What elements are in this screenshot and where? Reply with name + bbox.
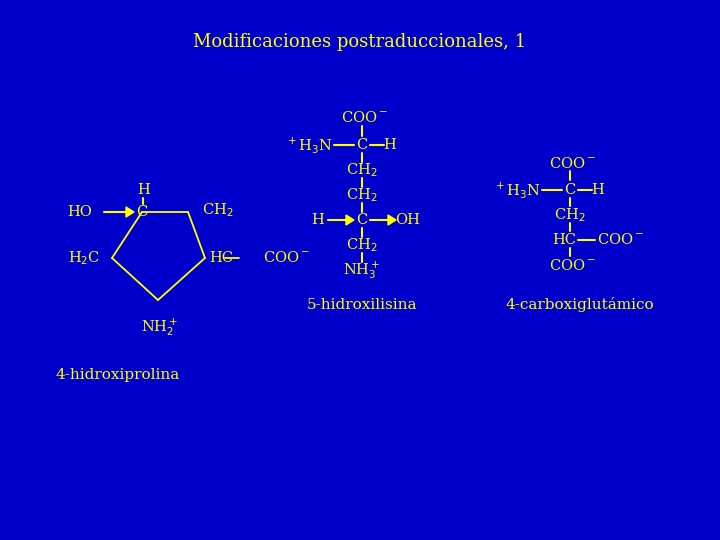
Text: $^+$H$_3$N: $^+$H$_3$N: [285, 135, 332, 155]
Text: C: C: [356, 213, 368, 227]
Text: OH: OH: [395, 213, 420, 227]
Text: COO$^-$: COO$^-$: [597, 233, 644, 247]
Text: CH$_2$: CH$_2$: [202, 201, 233, 219]
Text: CH$_2$: CH$_2$: [346, 236, 378, 254]
Text: Modificaciones postraduccionales, 1: Modificaciones postraduccionales, 1: [194, 33, 526, 51]
Text: H: H: [138, 183, 150, 197]
Text: C: C: [356, 138, 368, 152]
Text: C: C: [136, 205, 148, 219]
Text: 5-hidroxilisina: 5-hidroxilisina: [307, 298, 418, 312]
Text: COO$^-$: COO$^-$: [263, 249, 310, 265]
Text: HC: HC: [552, 233, 576, 247]
Text: 4-carboxiglutámico: 4-carboxiglutámico: [505, 298, 654, 313]
Text: NH$_2^+$: NH$_2^+$: [141, 316, 179, 338]
Text: HO: HO: [67, 205, 92, 219]
Text: CH$_2$: CH$_2$: [346, 186, 378, 204]
Text: CH$_2$: CH$_2$: [554, 206, 586, 224]
Text: CH$_2$: CH$_2$: [346, 161, 378, 179]
Text: COO$^-$: COO$^-$: [341, 111, 387, 125]
Text: H: H: [592, 183, 604, 197]
Text: COO$^-$: COO$^-$: [549, 156, 595, 171]
Text: H: H: [312, 213, 325, 227]
Text: 4-hidroxiprolina: 4-hidroxiprolina: [56, 368, 180, 382]
Polygon shape: [126, 207, 134, 217]
Text: $^+$H$_3$N: $^+$H$_3$N: [492, 180, 540, 200]
Text: C: C: [564, 183, 575, 197]
Text: NH$_3^+$: NH$_3^+$: [343, 259, 381, 281]
Polygon shape: [346, 215, 354, 225]
Polygon shape: [388, 215, 396, 225]
Text: H: H: [384, 138, 397, 152]
Text: COO$^-$: COO$^-$: [549, 258, 595, 273]
Text: HC: HC: [209, 251, 233, 265]
Text: H$_2$C: H$_2$C: [68, 249, 100, 267]
